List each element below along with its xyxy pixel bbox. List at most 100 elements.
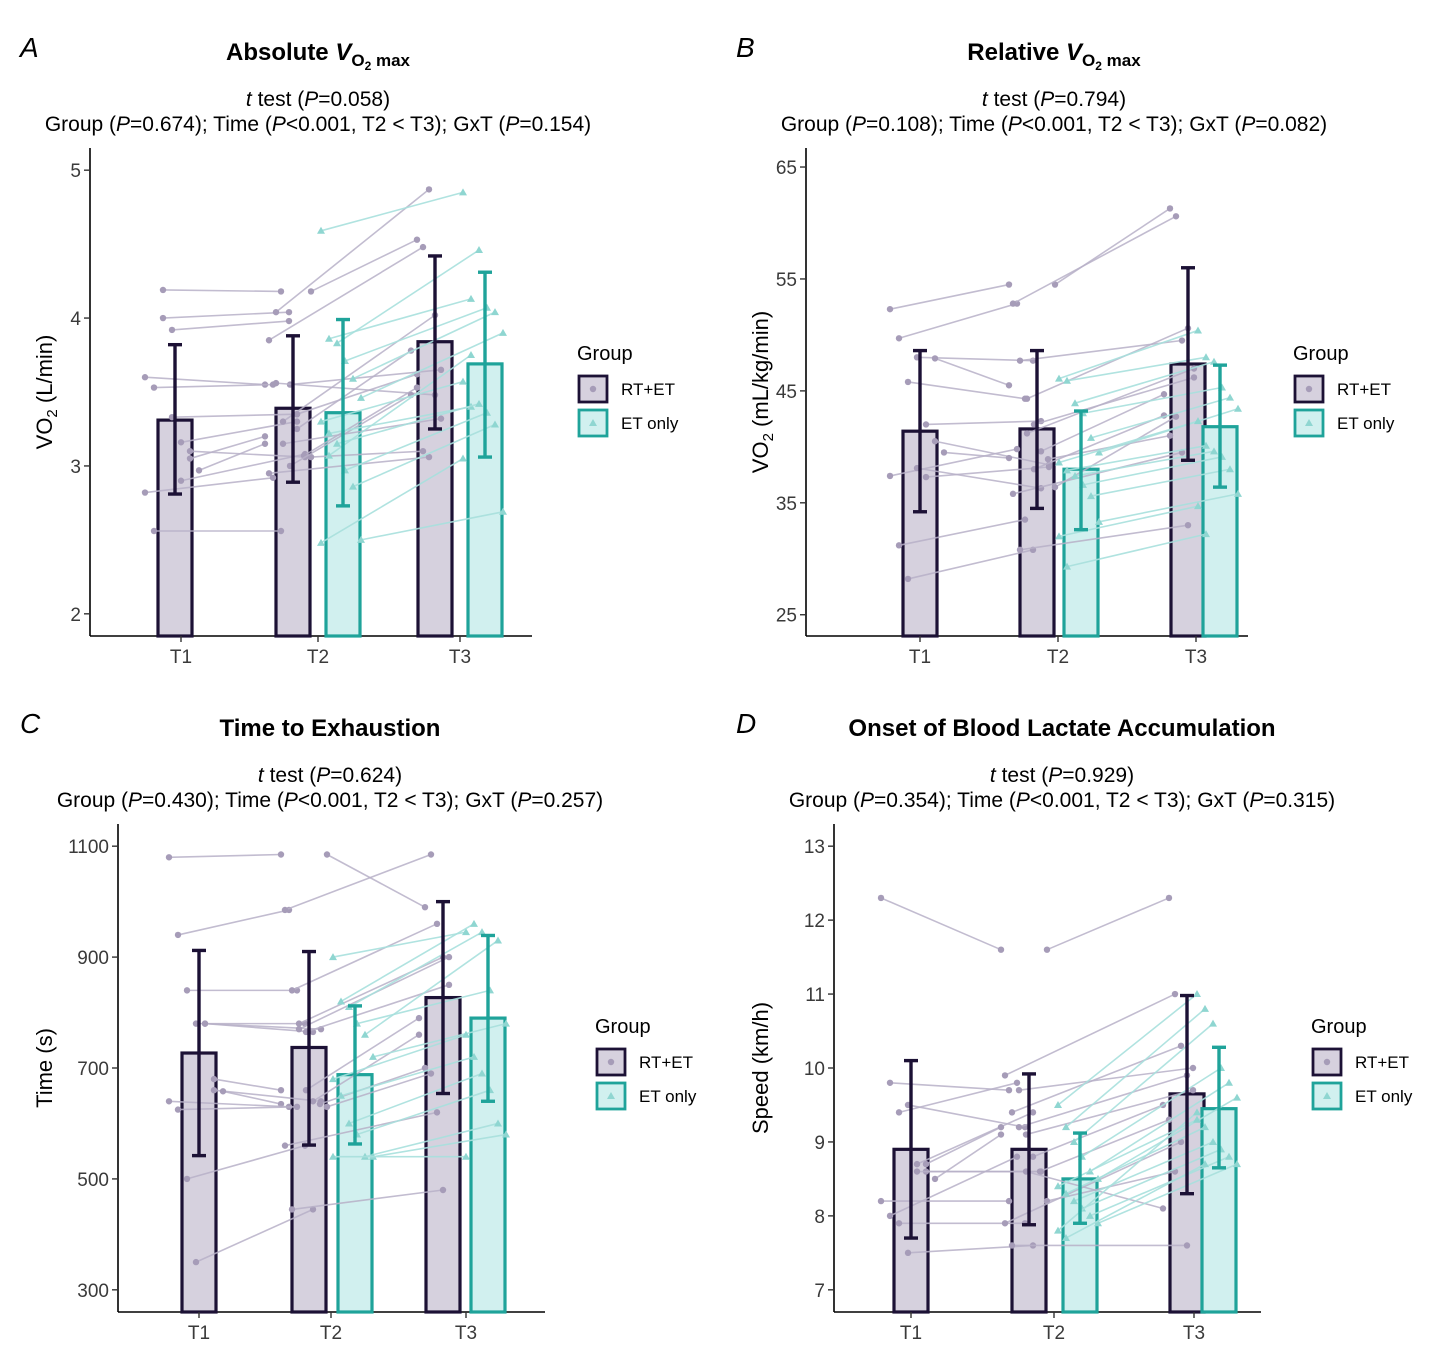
- point-rt-et: [210, 1075, 218, 1083]
- point-rt-et: [1045, 463, 1053, 471]
- point-et-only: [470, 919, 478, 927]
- trajectory-rt-et: [1004, 993, 1176, 1077]
- point-et-only: [1225, 1078, 1233, 1086]
- panel-letter: C: [20, 708, 41, 739]
- point-et-only: [459, 188, 467, 196]
- point-rt-et: [159, 314, 167, 322]
- point-rt-et: [1009, 300, 1017, 307]
- point-et-only: [1201, 1004, 1209, 1012]
- point-et-only: [325, 451, 333, 459]
- trajectory-rt-et: [189, 435, 266, 460]
- point-rt-et: [261, 433, 269, 440]
- point-et-only: [369, 1052, 377, 1060]
- trajectory-rt-et: [213, 1078, 282, 1091]
- point-rt-et: [279, 418, 287, 425]
- point-rt-et: [904, 378, 912, 386]
- point-et-only: [1062, 1234, 1070, 1242]
- point-rt-et: [141, 489, 149, 496]
- trajectory-et-only: [364, 1122, 499, 1158]
- trajectory-rt-et: [268, 246, 424, 341]
- trajectory-et-only: [328, 354, 472, 457]
- point-rt-et: [445, 953, 453, 961]
- trajectory-et-only: [340, 923, 475, 1003]
- point-rt-et: [1177, 1042, 1185, 1050]
- point-et-only: [467, 351, 475, 359]
- point-rt-et: [1001, 1220, 1009, 1227]
- point-et-only: [1193, 1108, 1201, 1116]
- x-tick-label: T3: [449, 647, 471, 668]
- point-rt-et: [877, 894, 885, 902]
- point-rt-et: [904, 1249, 912, 1257]
- trajectory-et-only: [1081, 1067, 1222, 1158]
- point-rt-et: [437, 366, 445, 374]
- point-et-only: [1054, 1226, 1062, 1234]
- trajectory-rt-et: [180, 420, 298, 444]
- anova-stats-text: Group (P=0.354); Time (P<0.001, T2 < T3)…: [789, 789, 1335, 812]
- y-axis-label: VO2 (mL/kg/min): [748, 311, 777, 473]
- trajectory-et-only: [1073, 1023, 1214, 1143]
- point-rt-et: [177, 477, 185, 484]
- point-et-only: [1233, 1093, 1241, 1101]
- trajectory-rt-et: [168, 1100, 290, 1108]
- point-rt-et: [293, 418, 301, 425]
- trajectory-rt-et: [310, 238, 418, 293]
- trajectory-et-only: [340, 1056, 475, 1097]
- point-et-only: [1070, 1137, 1078, 1145]
- point-et-only: [357, 535, 365, 543]
- point-rt-et: [165, 854, 173, 861]
- point-et-only: [1201, 1160, 1209, 1168]
- trajectory-et-only: [356, 1089, 491, 1136]
- point-et-only: [361, 1030, 369, 1038]
- point-et-only: [1210, 447, 1218, 455]
- trajectory-rt-et: [282, 417, 442, 445]
- panel-letter: D: [736, 708, 756, 739]
- y-tick-label: 4: [70, 309, 81, 330]
- point-rt-et: [1029, 1153, 1037, 1160]
- point-et-only: [1062, 1189, 1070, 1197]
- point-et-only: [1201, 1123, 1209, 1131]
- point-et-only: [345, 1119, 353, 1127]
- x-tick-label: T1: [170, 647, 192, 668]
- trajectory-rt-et: [180, 453, 306, 482]
- chart-svg-d: D Onset of Blood Lactate Accumulation t te…: [736, 708, 1413, 1344]
- point-rt-et: [281, 1142, 289, 1149]
- point-rt-et: [895, 542, 903, 549]
- trajectory-rt-et: [268, 456, 430, 475]
- point-rt-et: [177, 439, 185, 446]
- trajectory-rt-et: [168, 853, 282, 859]
- point-et-only: [1087, 492, 1095, 500]
- point-et-only: [329, 953, 337, 961]
- point-rt-et: [1184, 521, 1192, 529]
- legend-title: Group: [577, 343, 633, 365]
- point-rt-et: [1013, 445, 1021, 453]
- legend-label-et-only: ET only: [639, 1087, 697, 1106]
- point-rt-et: [1166, 432, 1174, 439]
- point-rt-et: [1008, 1242, 1016, 1249]
- legend-label-rt-et: RT+ET: [639, 1053, 693, 1072]
- trajectory-et-only: [1097, 1163, 1238, 1225]
- y-tick-label: 7: [814, 1281, 825, 1302]
- point-rt-et: [1036, 1168, 1044, 1175]
- point-rt-et: [285, 317, 293, 325]
- point-et-only: [475, 399, 483, 407]
- anova-stats-text: Group (P=0.108); Time (P<0.001, T2 < T3)…: [781, 113, 1327, 136]
- y-tick-label: 8: [814, 1207, 825, 1228]
- trajectory-rt-et: [171, 413, 298, 418]
- legend-point-rt-et: [1305, 385, 1313, 393]
- legend-label-rt-et: RT+ET: [1355, 1053, 1409, 1072]
- trajectory-rt-et: [916, 467, 1042, 490]
- point-rt-et: [1037, 448, 1045, 455]
- trajectory-rt-et: [275, 188, 430, 313]
- point-et-only: [325, 334, 333, 342]
- point-rt-et: [413, 384, 421, 391]
- ttest-text: t test (P=0.624): [258, 764, 402, 787]
- point-rt-et: [1051, 281, 1059, 288]
- point-rt-et: [1015, 1123, 1023, 1131]
- point-et-only: [1202, 441, 1210, 449]
- point-rt-et: [1178, 337, 1186, 344]
- point-et-only: [1055, 532, 1063, 540]
- trajectory-rt-et: [296, 349, 412, 430]
- point-et-only: [1095, 517, 1103, 525]
- point-et-only: [1202, 530, 1210, 538]
